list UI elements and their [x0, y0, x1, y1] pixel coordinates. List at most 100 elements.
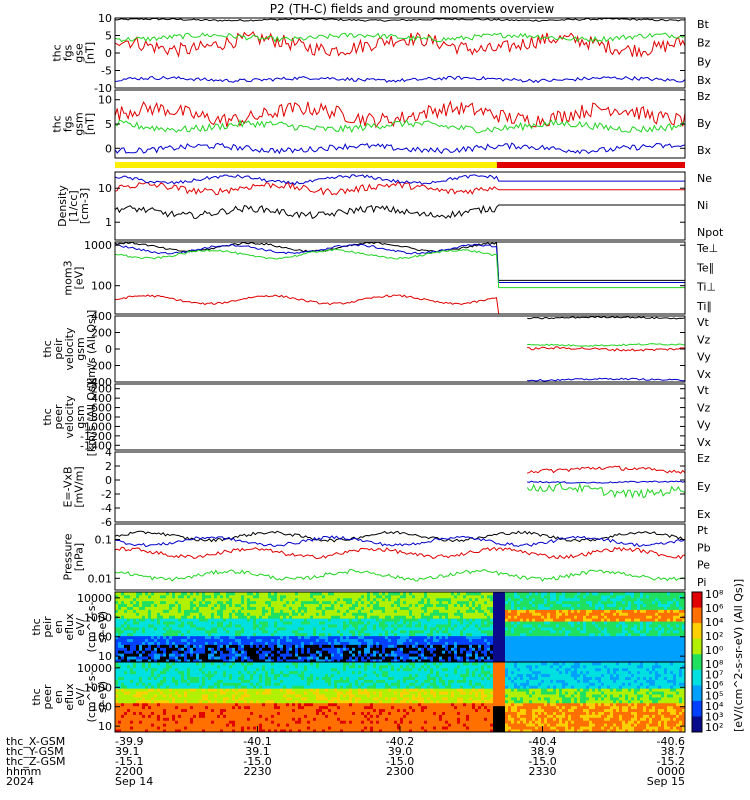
spectrogram-cell — [286, 635, 290, 640]
spectrogram-cell — [601, 621, 605, 625]
spectrogram-cell — [538, 621, 542, 625]
spectrogram-cell — [682, 600, 686, 605]
spectrogram-cell — [490, 635, 494, 640]
spectrogram-cell — [124, 682, 128, 686]
y-tick-label: -1400 — [80, 439, 112, 452]
spectrogram-cell — [445, 638, 449, 642]
spectrogram-cell — [553, 624, 557, 628]
spectrogram-cell — [670, 615, 674, 619]
spectrogram-cell — [133, 627, 137, 631]
spectrogram-cell — [436, 627, 440, 631]
spectrogram-cell — [322, 612, 326, 616]
spectrogram-cell — [346, 603, 350, 607]
spectrogram-cell — [514, 656, 518, 660]
spectrogram-cell — [538, 603, 542, 607]
spectrogram-cell — [406, 609, 410, 613]
spectrogram-cell — [634, 624, 638, 628]
spectrogram-cell — [313, 656, 317, 660]
spectrogram-cell — [355, 594, 359, 599]
spectrogram-cell — [391, 635, 395, 640]
spectrogram-cell — [145, 650, 149, 654]
spectrogram-cell — [277, 647, 281, 651]
spectrogram-cell — [610, 615, 614, 619]
spectrogram-cell — [142, 659, 146, 663]
spectrogram-cell — [145, 618, 149, 622]
spectrogram-cell — [517, 650, 521, 654]
spectrogram-cell — [343, 594, 347, 599]
spectrogram-cell — [253, 653, 257, 657]
spectrogram-cell — [115, 711, 119, 715]
spectrogram-cell — [232, 606, 236, 610]
spectrogram-cell — [118, 606, 122, 610]
spectrogram-cell — [136, 694, 140, 698]
spectrogram-cell — [457, 624, 461, 628]
spectrogram-cell — [571, 641, 575, 645]
spectrogram-cell — [118, 603, 122, 607]
spectrogram-cell — [280, 615, 284, 619]
spectrogram-cell — [145, 627, 149, 631]
spectrogram-cell — [517, 644, 521, 648]
spectrogram-cell — [553, 621, 557, 625]
spectrogram-cell — [472, 635, 476, 640]
spectrogram-cell — [388, 635, 392, 640]
spectrogram-cell — [373, 612, 377, 616]
spectrogram-cell — [517, 597, 521, 602]
spectrogram-cell — [259, 603, 263, 607]
spectrogram-cell — [562, 656, 566, 660]
spectrogram-cell — [499, 627, 503, 631]
spectrogram-cell — [325, 609, 329, 613]
spectrogram-cell — [625, 644, 629, 648]
spectrogram-cell — [331, 632, 335, 637]
spectrogram-cell — [280, 594, 284, 599]
spectrogram-cell — [295, 629, 299, 634]
spectrogram-cell — [502, 656, 506, 660]
spectrogram-cell — [673, 600, 677, 605]
spectrogram-cell — [631, 603, 635, 607]
spectrogram-cell — [436, 647, 440, 651]
spectrogram-cell — [571, 627, 575, 631]
spectrogram-cell — [463, 606, 467, 610]
spectrogram-cell — [130, 720, 134, 724]
spectrogram-cell — [451, 621, 455, 625]
spectrogram-cell — [553, 600, 557, 605]
spectrogram-cell — [241, 638, 245, 642]
spectrogram-cell — [136, 679, 140, 683]
spectrogram-cell — [205, 592, 209, 596]
spectrogram-cell — [433, 618, 437, 622]
spectrogram-cell — [355, 644, 359, 648]
spectrogram-cell — [622, 632, 626, 637]
spectrogram-cell — [388, 647, 392, 651]
spectrogram-cell — [262, 603, 266, 607]
spectrogram-cell — [139, 699, 143, 704]
legend-label-Bx: Bx — [697, 74, 712, 87]
spectrogram-cell — [667, 647, 671, 651]
spectrogram-cell — [340, 621, 344, 625]
spectrogram-cell — [424, 621, 428, 625]
spectrogram-cell — [202, 615, 206, 619]
spectrogram-cell — [322, 597, 326, 602]
series-line-By — [114, 118, 686, 134]
spectrogram-cell — [265, 615, 269, 619]
spectrogram-cell — [286, 612, 290, 616]
spectrogram-cell — [163, 647, 167, 651]
spectrogram-cell — [598, 594, 602, 599]
legend-label-Ne: Ne — [697, 172, 712, 185]
spectrogram-cell — [169, 638, 173, 642]
spectrogram-cell — [121, 667, 125, 672]
spectrogram-cell — [193, 659, 197, 663]
spectrogram-cell — [226, 644, 230, 648]
spectrogram-cell — [628, 609, 632, 613]
spectrogram-cell — [547, 632, 551, 637]
spectrogram-cell — [670, 592, 674, 596]
spectrogram-cell — [259, 629, 263, 634]
spectrogram-cell — [547, 615, 551, 619]
spectrogram-cell — [481, 594, 485, 599]
spectrogram-cell — [136, 664, 140, 669]
spectrogram-cell — [520, 644, 524, 648]
spectrogram-cell — [238, 647, 242, 651]
series-line-Ni — [114, 204, 685, 220]
spectrogram-cell — [412, 612, 416, 616]
spectrogram-cell — [121, 714, 125, 718]
spectrogram-cell — [178, 632, 182, 637]
spectrogram-cell — [163, 606, 167, 610]
